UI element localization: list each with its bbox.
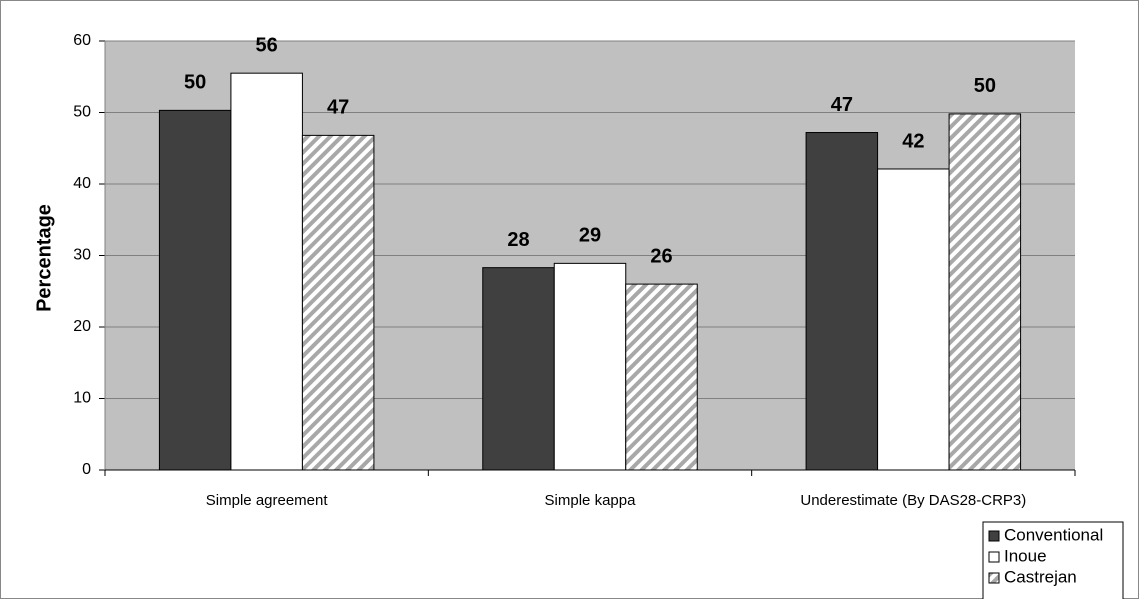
legend-label: Inoue [1004, 546, 1047, 565]
value-label: 28 [507, 229, 529, 251]
bar [482, 267, 555, 471]
value-label: 50 [184, 72, 206, 94]
bar [301, 134, 375, 471]
y-tick-label: 50 [73, 104, 91, 121]
y-tick-label: 60 [73, 32, 91, 49]
y-axis-label: Percentage [33, 204, 55, 312]
bar [805, 132, 879, 471]
y-tick-label: 30 [73, 247, 91, 264]
bar [158, 109, 232, 471]
legend-swatch [988, 530, 1000, 542]
bar [625, 283, 698, 471]
y-tick-label: 40 [73, 175, 91, 192]
y-tick-label: 0 [82, 461, 91, 478]
bar [877, 168, 950, 471]
legend-swatch [988, 551, 1000, 563]
value-label: 29 [579, 225, 601, 247]
value-label: 42 [902, 130, 924, 152]
bar [948, 113, 1022, 471]
value-label: 50 [974, 75, 996, 97]
x-tick-label: Simple agreement [206, 492, 329, 509]
y-tick-label: 10 [73, 390, 91, 407]
value-label: 47 [831, 94, 853, 116]
legend-swatch [988, 572, 1000, 584]
value-label: 26 [650, 245, 672, 267]
bar [230, 72, 303, 471]
x-tick-label: Simple kappa [545, 492, 637, 509]
legend [982, 521, 1124, 599]
legend-label: Castrejan [1004, 567, 1077, 586]
value-label: 56 [256, 34, 278, 56]
x-tick-label: Underestimate (By DAS28-CRP3) [800, 492, 1026, 509]
bar [553, 262, 627, 471]
legend-label: Conventional [1004, 525, 1103, 544]
value-label: 47 [327, 97, 349, 119]
y-tick-label: 20 [73, 318, 91, 335]
